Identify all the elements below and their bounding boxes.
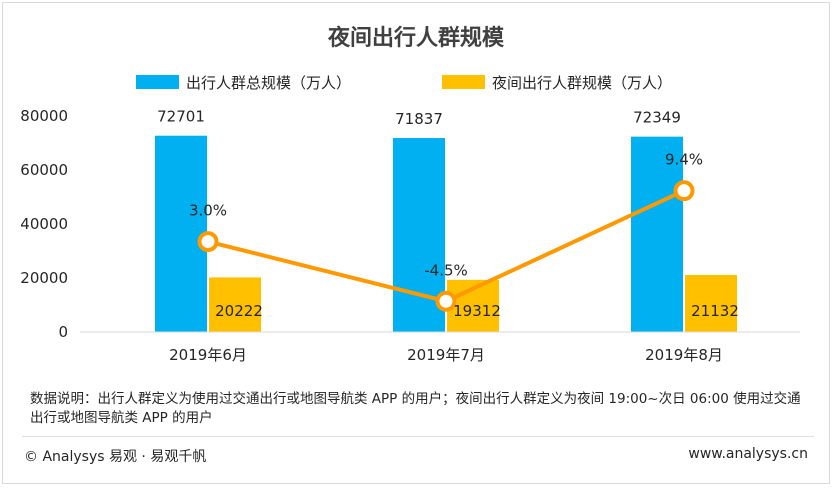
bar-total <box>155 135 207 332</box>
legend-label-total: 出行人群总规模（万人） <box>186 74 351 92</box>
bar-night <box>685 274 737 332</box>
legend-swatch-night <box>442 75 485 89</box>
bar-label-night: 21132 <box>691 302 739 320</box>
x-category-label: 2019年6月 <box>169 346 247 364</box>
data-note: 数据说明：出行人群定义为使用过交通出行或地图导航类 APP 的用户；夜间出行人群… <box>30 391 801 426</box>
chart-title: 夜间出行人群规模 <box>327 25 505 51</box>
footer-divider <box>22 436 814 437</box>
bar-total <box>631 136 683 332</box>
growth-label: 3.0% <box>189 202 227 220</box>
growth-point <box>197 231 219 253</box>
bar-night <box>209 277 261 332</box>
bar-label-total: 72701 <box>157 108 205 126</box>
x-category-label: 2019年7月 <box>407 346 485 364</box>
growth-point <box>435 290 457 312</box>
bar-label-total: 72349 <box>633 109 681 127</box>
growth-label: 9.4% <box>665 151 703 169</box>
bar-label-night: 19312 <box>453 302 501 320</box>
growth-line <box>207 188 685 304</box>
x-category-label: 2019年8月 <box>645 346 723 364</box>
growth-point <box>673 180 695 202</box>
y-tick-label: 60000 <box>20 161 68 179</box>
growth-label: -4.5% <box>424 261 468 279</box>
y-tick-label: 80000 <box>20 107 68 125</box>
bar-label-total: 71837 <box>395 110 443 128</box>
y-tick-label: 40000 <box>20 215 68 233</box>
legend-label-night: 夜间出行人群规模（万人） <box>492 74 672 92</box>
footer-website[interactable]: www.analysys.cn <box>688 446 808 462</box>
legend-swatch-total <box>136 75 179 89</box>
y-tick-label: 0 <box>58 323 68 341</box>
bar-label-night: 20222 <box>215 302 263 320</box>
y-tick-label: 20000 <box>20 269 68 287</box>
footer-copyright: © Analysys 易观 · 易观千帆 <box>24 449 207 465</box>
